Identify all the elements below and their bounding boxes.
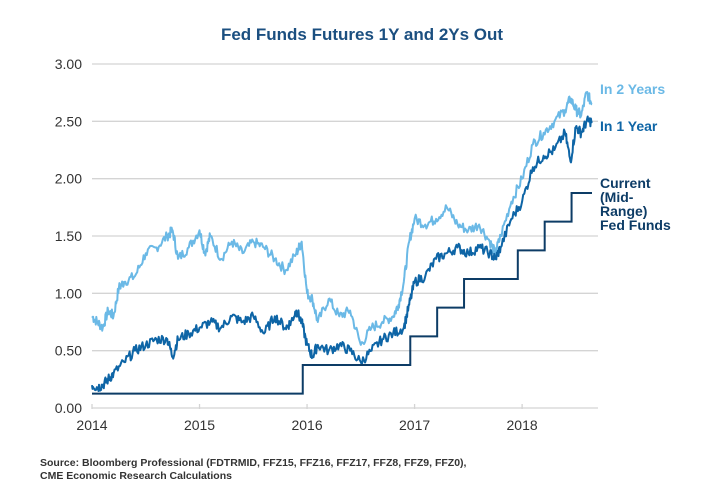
y-tick-label: 1.50 xyxy=(55,228,82,244)
x-tick-label: 2018 xyxy=(507,417,538,433)
series-lines xyxy=(91,90,593,395)
source-note: Source: Bloomberg Professional (FDTRMID,… xyxy=(40,457,466,483)
legend-label-line: Range) xyxy=(600,203,647,219)
x-tick-label: 2017 xyxy=(399,417,430,433)
y-tick-label: 0.00 xyxy=(55,400,82,416)
series-line-in-2-years xyxy=(91,90,593,346)
series-line-fed-funds xyxy=(92,192,592,395)
y-tick-label: 2.50 xyxy=(55,113,82,129)
chart-title: Fed Funds Futures 1Y and 2Ys Out xyxy=(221,25,503,44)
x-tick-label: 2014 xyxy=(76,417,107,433)
legend: In 2 Years In 1 Year Current (Mid-Range) Fed… xyxy=(600,81,671,233)
legend-label-line: In 2 Years xyxy=(600,81,665,97)
legend-label-line: In 1 Year xyxy=(600,118,658,134)
gridlines xyxy=(92,63,598,409)
x-tick-label: 2016 xyxy=(291,417,322,433)
series-line-in-1-year xyxy=(91,115,593,392)
legend-label-line: Fed Funds xyxy=(600,217,671,233)
legend-label-line: (Mid- xyxy=(600,189,634,205)
x-axis-ticks: 2014 2015 2016 2017 2018 xyxy=(76,404,538,433)
legend-label-line: Current xyxy=(600,175,651,191)
y-tick-label: 1.00 xyxy=(55,285,82,301)
legend-label: In 1 Year xyxy=(600,118,658,134)
source-line: CME Economic Research Calculations xyxy=(40,470,232,482)
y-tick-label: 2.00 xyxy=(55,171,82,187)
y-tick-label: 3.00 xyxy=(55,56,82,72)
legend-label: In 2 Years xyxy=(600,81,665,97)
x-tick-label: 2015 xyxy=(184,417,215,433)
y-axis-ticks: 0.00 0.50 1.00 1.50 2.00 2.50 3.00 xyxy=(55,56,82,416)
y-tick-label: 0.50 xyxy=(55,343,82,359)
source-line: Source: Bloomberg Professional (FDTRMID,… xyxy=(40,457,467,469)
legend-label: Current (Mid-Range) Fed Funds xyxy=(600,175,671,233)
